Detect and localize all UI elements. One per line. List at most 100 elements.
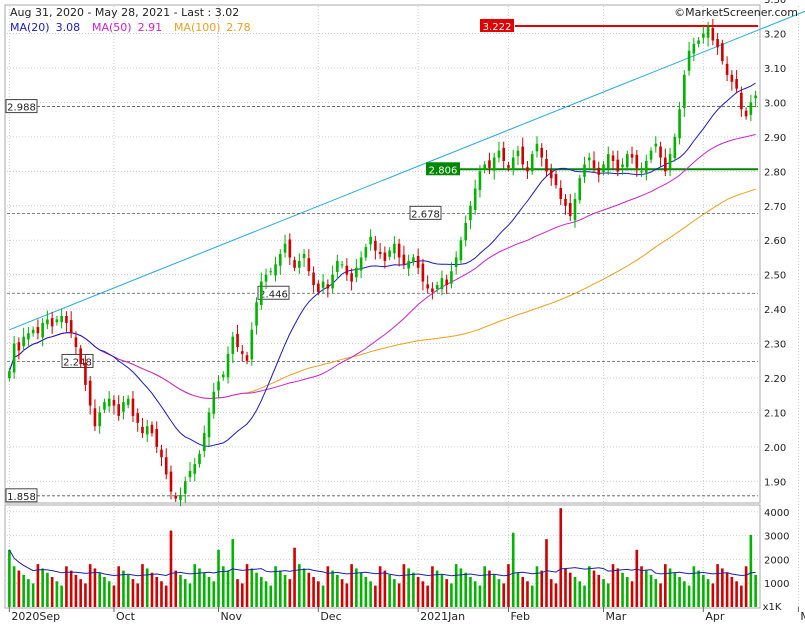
- candle-body: [497, 150, 501, 158]
- candle-body: [326, 284, 330, 289]
- volume-bar: [464, 572, 467, 607]
- candle-body: [568, 203, 572, 217]
- candle-up: [264, 268, 268, 290]
- candle-body: [483, 164, 487, 170]
- candle-body: [606, 154, 610, 169]
- candle-up: [41, 318, 44, 347]
- volume-bar: [65, 566, 68, 607]
- candle-down: [374, 236, 377, 260]
- candle-down: [740, 86, 743, 117]
- candle-up: [55, 316, 59, 326]
- volume-bar: [431, 566, 434, 607]
- volume-bar: [540, 570, 544, 607]
- volume-bar: [60, 585, 63, 607]
- candle-body: [36, 327, 40, 334]
- candle-body: [549, 169, 553, 179]
- candle-up: [606, 146, 610, 175]
- candle-up: [388, 247, 391, 261]
- volume-bar: [164, 585, 168, 607]
- candle-up: [27, 327, 30, 347]
- axis-layer: 1.90 2.00 2.10 2.20 2.30 2.40 2.50 2.60 2.70 2.80…: [8, 0, 805, 623]
- volume-bar: [141, 564, 144, 607]
- candle-body: [212, 391, 216, 414]
- candle-body: [573, 198, 577, 221]
- candle-up: [340, 260, 344, 269]
- volume-bar: [583, 585, 586, 607]
- candle-down: [141, 417, 144, 438]
- candle-body: [136, 413, 140, 423]
- volume-layer: [8, 508, 757, 607]
- volume-bar: [36, 564, 40, 607]
- volume-bar: [749, 534, 753, 607]
- price-tick-label: 2.30: [764, 340, 786, 351]
- candle-body: [559, 187, 563, 199]
- candle-down: [378, 242, 382, 259]
- candle-up: [198, 450, 201, 468]
- price-panel-frame: [4, 4, 761, 504]
- candle-down: [592, 151, 596, 173]
- candle-body: [545, 158, 548, 172]
- candle-body: [336, 260, 339, 272]
- candle-body: [240, 351, 244, 354]
- volume-bar: [530, 585, 534, 607]
- candle-body: [41, 322, 44, 338]
- candle-body: [169, 471, 173, 492]
- candle-down: [559, 180, 563, 206]
- candle-up: [749, 94, 753, 122]
- volume-bar: [625, 577, 629, 607]
- volume-bar: [402, 564, 406, 607]
- candle-body: [426, 284, 429, 289]
- candle-down: [421, 258, 425, 291]
- candle-body: [179, 495, 182, 500]
- candle-up: [183, 476, 187, 503]
- volume-bar: [502, 583, 506, 607]
- candle-down: [630, 146, 634, 164]
- candle-up: [469, 200, 472, 230]
- candle-body: [293, 260, 296, 268]
- volume-bar: [388, 574, 391, 607]
- candle-up: [107, 391, 111, 413]
- candle-body: [516, 150, 520, 157]
- volume-bar: [212, 581, 216, 607]
- volume-bar: [635, 549, 639, 607]
- volume-bar: [27, 579, 30, 607]
- price-tick-label: 2.60: [764, 236, 786, 247]
- candle-up: [278, 249, 282, 275]
- candle-up: [255, 297, 258, 335]
- volume-bar: [692, 566, 696, 607]
- candle-body: [364, 247, 368, 258]
- candle-body: [55, 319, 59, 323]
- volume-bar: [17, 570, 21, 607]
- candle-body: [198, 453, 201, 465]
- candle-down: [155, 421, 159, 454]
- candle-body: [378, 251, 382, 254]
- candle-down: [488, 152, 491, 175]
- volume-bar: [183, 579, 187, 607]
- volume-bar: [535, 566, 539, 607]
- candles-layer: [8, 19, 757, 507]
- volume-bar: [421, 581, 425, 607]
- volume-tick-label: 1000: [764, 579, 789, 590]
- candle-down: [744, 107, 748, 120]
- candle-down: [545, 149, 548, 177]
- candle-up: [103, 398, 106, 414]
- candle-body: [540, 147, 544, 158]
- candle-body: [450, 271, 453, 284]
- volume-bar: [450, 583, 453, 607]
- candle-up: [497, 141, 501, 163]
- candle-body: [416, 256, 420, 268]
- candle-up: [298, 253, 301, 274]
- candle-body: [302, 254, 306, 259]
- candle-body: [331, 274, 334, 289]
- candle-body: [388, 250, 391, 257]
- candle-body: [649, 150, 653, 160]
- volume-bar: [407, 568, 410, 607]
- volume-bar: [412, 572, 415, 607]
- candle-up: [464, 215, 467, 247]
- candle-body: [664, 157, 667, 172]
- candle-up: [649, 147, 653, 164]
- candle-body: [274, 264, 277, 276]
- volume-bar: [359, 572, 363, 607]
